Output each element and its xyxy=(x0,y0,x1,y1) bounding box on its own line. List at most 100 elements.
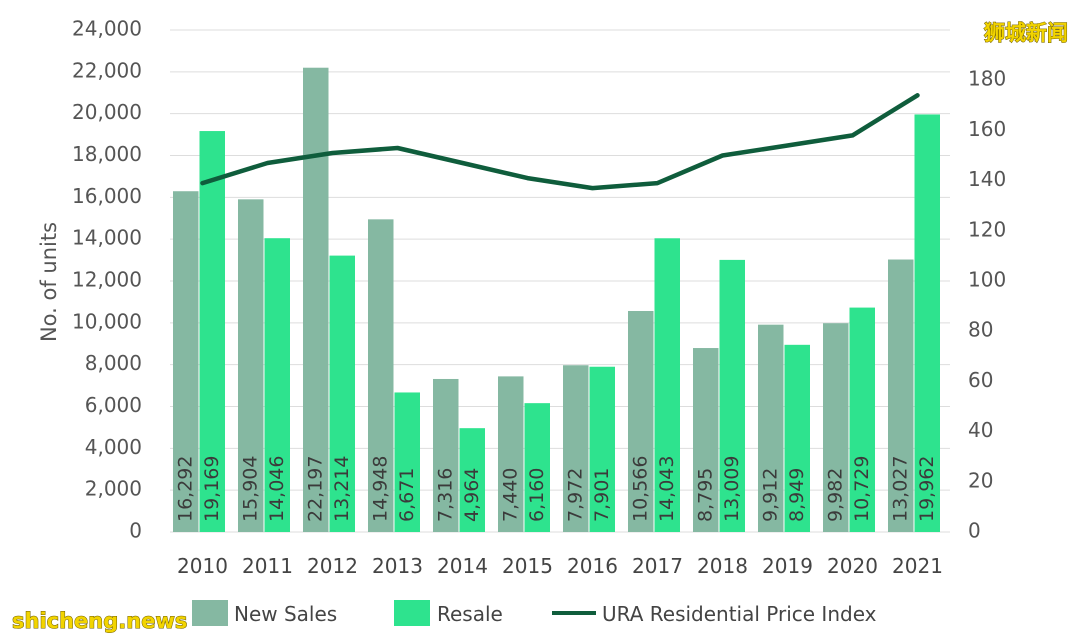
gridlines xyxy=(170,29,950,533)
y-tick-label: 0 xyxy=(129,519,142,543)
bar-resale-2014 xyxy=(459,428,485,532)
bar-resale-2021 xyxy=(914,114,940,533)
y-tick-label: 16,000 xyxy=(72,184,142,208)
bar-label-new-sales-2014: 7,316 xyxy=(434,468,456,522)
bar-label-new-sales-2010: 16,292 xyxy=(174,456,196,522)
bar-label-resale-2013: 6,671 xyxy=(396,468,418,522)
bar-label-resale-2016: 7,901 xyxy=(591,468,613,522)
bar-resale-2020 xyxy=(849,307,875,532)
x-tick-label: 2015 xyxy=(502,554,553,578)
bar-resale-2010 xyxy=(199,131,225,533)
bar-resale-2015 xyxy=(524,403,550,532)
left-axis-ticks: 0 2,000 4,000 6,000 8,000 10,000 12,000 14,000 1… xyxy=(72,17,142,543)
y-tick-label: 14,000 xyxy=(72,226,142,250)
x-tick-label: 2019 xyxy=(762,554,813,578)
legend-label-price-index: URA Residential Price Index xyxy=(602,602,877,626)
y-tick-label: 4,000 xyxy=(85,435,142,459)
bar-label-new-sales-2013: 14,948 xyxy=(369,456,391,522)
bar-new-sales-2021 xyxy=(888,259,914,532)
legend-label-new-sales: New Sales xyxy=(234,602,337,626)
x-tick-label: 2016 xyxy=(567,554,618,578)
bar-new-sales-2011 xyxy=(238,199,264,532)
y-tick-label: 2,000 xyxy=(85,477,142,501)
x-tick-label: 2012 xyxy=(307,554,358,578)
x-tick-label: 2014 xyxy=(437,554,488,578)
x-tick-label: 2013 xyxy=(372,554,423,578)
x-tick-label: 2010 xyxy=(177,554,228,578)
bar-new-sales-2015 xyxy=(498,376,524,532)
bar-new-sales-2013 xyxy=(368,219,394,533)
y2-tick-label: 80 xyxy=(968,318,993,342)
bar-label-new-sales-2016: 7,972 xyxy=(564,468,586,522)
bar-label-new-sales-2021: 13,027 xyxy=(889,456,911,522)
y-tick-label: 12,000 xyxy=(72,268,142,292)
bar-label-resale-2018: 13,009 xyxy=(721,456,743,522)
bar-label-resale-2011: 14,046 xyxy=(266,456,288,522)
y-tick-label: 8,000 xyxy=(85,351,142,375)
y2-tick-label: 160 xyxy=(968,117,1006,141)
bar-resale-2019 xyxy=(784,344,810,532)
y-axis-label: No. of units xyxy=(37,222,61,342)
y-tick-label: 18,000 xyxy=(72,142,142,166)
bar-resale-2017 xyxy=(654,238,680,532)
bar-label-resale-2010: 19,169 xyxy=(201,456,223,522)
y-tick-label: 10,000 xyxy=(72,309,142,333)
y-tick-label: 6,000 xyxy=(85,393,142,417)
bar-label-resale-2021: 19,962 xyxy=(916,456,938,522)
y2-tick-label: 100 xyxy=(968,268,1006,292)
y2-tick-label: 120 xyxy=(968,217,1006,241)
legend-swatch-new-sales xyxy=(192,600,228,626)
bar-label-resale-2012: 13,214 xyxy=(331,456,353,522)
y2-tick-label: 60 xyxy=(968,368,993,392)
legend-label-resale: Resale xyxy=(437,602,503,626)
bar-data-labels: 16,292 19,169 15,904 14,046 22,197 13,214 14,9… xyxy=(174,456,938,522)
bar-resale-2012 xyxy=(329,255,355,532)
bar-new-sales-2017 xyxy=(628,310,654,532)
x-tick-label: 2011 xyxy=(242,554,293,578)
bar-resale-2013 xyxy=(394,392,420,532)
bar-new-sales-2019 xyxy=(758,324,784,532)
bar-label-resale-2020: 10,729 xyxy=(851,456,873,522)
bar-new-sales-2010 xyxy=(173,191,199,533)
y2-tick-label: 20 xyxy=(968,468,993,492)
bar-label-new-sales-2015: 7,440 xyxy=(499,468,521,522)
bar-new-sales-2018 xyxy=(693,348,719,532)
price-index-line xyxy=(200,93,920,191)
x-tick-label: 2020 xyxy=(827,554,878,578)
bar-label-new-sales-2020: 9,982 xyxy=(824,468,846,522)
bar-label-new-sales-2019: 9,912 xyxy=(759,468,781,522)
right-axis-ticks: 0 20 40 60 80 100 120 140 160 180 xyxy=(968,67,1006,543)
bar-new-sales-2016 xyxy=(563,365,589,532)
x-tick-label: 2021 xyxy=(892,554,943,578)
watermark-top-right: 狮城新闻 xyxy=(984,21,1068,45)
y-tick-label: 20,000 xyxy=(72,100,142,124)
bar-label-new-sales-2018: 8,795 xyxy=(694,468,716,522)
bars xyxy=(173,67,940,533)
watermark-bottom-left: shicheng.news xyxy=(12,609,187,633)
y2-tick-label: 40 xyxy=(968,418,993,442)
bar-new-sales-2012 xyxy=(303,67,329,532)
bar-label-resale-2014: 4,964 xyxy=(461,468,483,522)
y-tick-label: 22,000 xyxy=(72,58,142,82)
bar-resale-2018 xyxy=(719,259,745,532)
price-index-polyline xyxy=(200,93,920,191)
bar-label-resale-2015: 6,160 xyxy=(526,468,548,522)
bar-label-new-sales-2017: 10,566 xyxy=(629,456,651,522)
bar-label-resale-2019: 8,949 xyxy=(786,468,808,522)
y-tick-label: 24,000 xyxy=(72,17,142,41)
x-tick-label: 2017 xyxy=(632,554,683,578)
bar-resale-2016 xyxy=(589,366,615,532)
bar-label-new-sales-2011: 15,904 xyxy=(239,456,261,522)
y2-tick-label: 180 xyxy=(968,67,1006,91)
y2-tick-label: 140 xyxy=(968,167,1006,191)
bar-label-new-sales-2012: 22,197 xyxy=(304,456,326,522)
x-axis-ticks: 2010 2011 2012 2013 2014 2015 2016 2017 2018 2019… xyxy=(177,554,943,578)
legend-swatch-resale xyxy=(394,600,430,626)
bar-new-sales-2020 xyxy=(823,323,849,532)
bar-label-resale-2017: 14,043 xyxy=(656,456,678,522)
bar-resale-2011 xyxy=(264,238,290,532)
y2-tick-label: 0 xyxy=(968,519,981,543)
legend: New Sales Resale URA Residential Price I… xyxy=(192,600,877,626)
bar-new-sales-2014 xyxy=(433,378,459,532)
